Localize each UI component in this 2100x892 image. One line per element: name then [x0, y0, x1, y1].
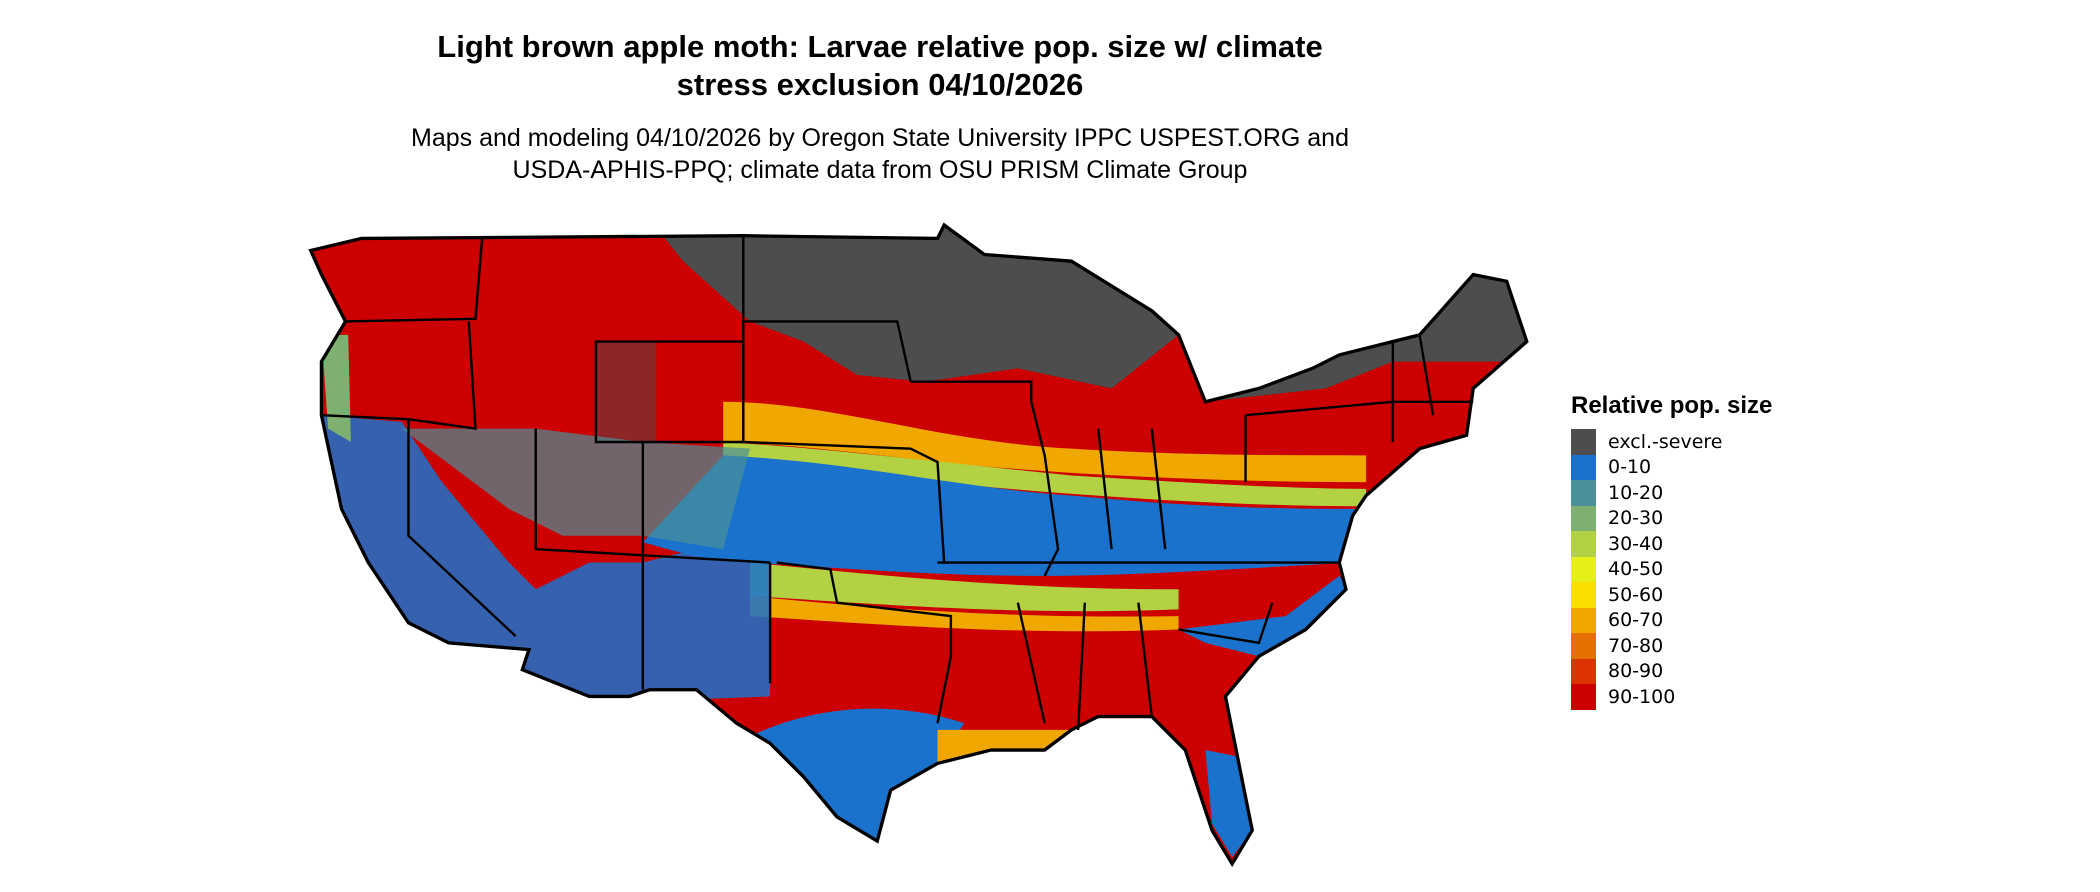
- region-10-20-great-basin: [401, 428, 750, 550]
- region-0-10-texas: [750, 708, 965, 842]
- legend-swatch: [1571, 531, 1596, 557]
- legend-label: 20-30: [1608, 507, 1664, 530]
- region-0-10-central: [642, 455, 1367, 576]
- legend-label: 0-10: [1608, 456, 1652, 479]
- region-60-70-band: [723, 401, 1367, 483]
- region-30-40-south-band: [750, 562, 1179, 612]
- legend-item: 60-70: [1571, 607, 1772, 633]
- map-title: Light brown apple moth: Larvae relative …: [0, 28, 1760, 104]
- legend-label: 60-70: [1608, 609, 1664, 632]
- legend-label: 10-20: [1608, 481, 1664, 504]
- legend-item: 40-50: [1571, 556, 1772, 582]
- legend-swatch: [1571, 684, 1596, 710]
- legend-swatch: [1571, 582, 1596, 608]
- region-excl-wy: [595, 341, 657, 442]
- title-line-2: stress exclusion 04/10/2026: [676, 67, 1084, 102]
- region-60-70-south-band: [750, 596, 1179, 632]
- legend-swatch: [1571, 658, 1596, 684]
- region-0-10-southwest: [321, 415, 771, 704]
- map-subtitle: Maps and modeling 04/10/2026 by Oregon S…: [0, 122, 1760, 186]
- legend-item: 30-40: [1571, 531, 1772, 557]
- legend-label: 80-90: [1608, 660, 1664, 683]
- legend-label: excl.-severe: [1608, 430, 1723, 453]
- legend-item: 10-20: [1571, 480, 1772, 506]
- legend-item: excl.-severe: [1571, 429, 1772, 455]
- legend-swatch: [1571, 633, 1596, 659]
- legend-item: 80-90: [1571, 658, 1772, 684]
- state-borders: [321, 235, 1474, 730]
- legend-swatch: [1571, 505, 1596, 531]
- legend-item: 20-30: [1571, 505, 1772, 531]
- legend-swatch: [1571, 480, 1596, 506]
- region-30-40-band: [723, 441, 1367, 507]
- legend-swatch: [1571, 454, 1596, 480]
- legend-label: 40-50: [1608, 558, 1664, 581]
- legend-swatch: [1571, 556, 1596, 582]
- legend-title: Relative pop. size: [1571, 392, 1773, 419]
- legend-items: excl.-severe 0-10 10-20 20-30 30-40 40-50 50-6…: [1571, 429, 1772, 710]
- legend-item: 50-60: [1571, 582, 1772, 608]
- legend: Relative pop. size excl.-severe 0-10 10-20…: [1571, 392, 1772, 710]
- legend-swatch: [1571, 429, 1596, 455]
- legend-label: 90-100: [1608, 685, 1676, 708]
- legend-label: 50-60: [1608, 583, 1664, 606]
- legend-item: 0-10: [1571, 454, 1772, 480]
- legend-label: 30-40: [1608, 532, 1664, 555]
- subtitle-line-2: USDA-APHIS-PPQ; climate data from OSU PR…: [512, 156, 1248, 184]
- legend-item: 90-100: [1571, 684, 1772, 710]
- subtitle-line-1: Maps and modeling 04/10/2026 by Oregon S…: [411, 124, 1349, 152]
- title-line-1: Light brown apple moth: Larvae relative …: [437, 29, 1323, 64]
- legend-label: 70-80: [1608, 634, 1664, 657]
- legend-item: 70-80: [1571, 633, 1772, 659]
- legend-swatch: [1571, 607, 1596, 633]
